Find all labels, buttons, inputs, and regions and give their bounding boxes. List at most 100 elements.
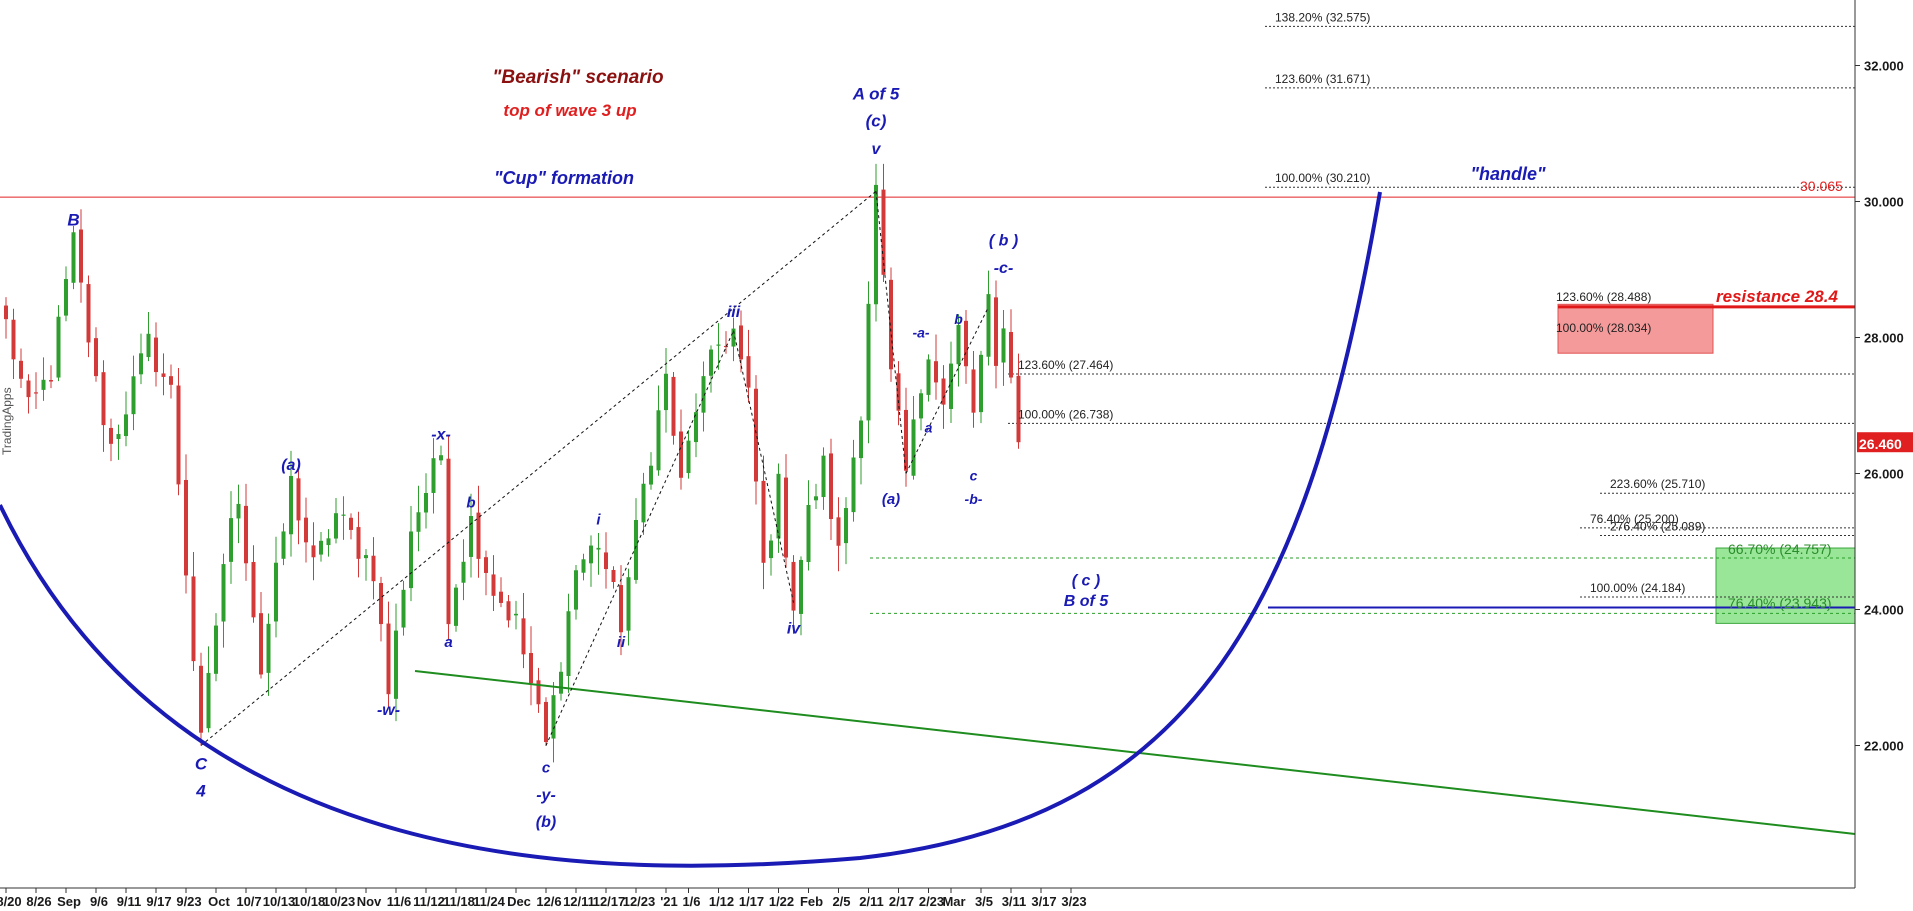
candle-body xyxy=(131,376,136,415)
candles xyxy=(4,163,1021,763)
candle-body xyxy=(281,531,286,559)
candle-body xyxy=(731,328,736,347)
wave-label: -y- xyxy=(536,787,556,804)
candle-body xyxy=(896,373,901,411)
candle-body xyxy=(124,414,128,437)
wave-label: ( c ) xyxy=(1072,573,1100,590)
candle-body xyxy=(476,512,481,559)
overlay-back xyxy=(0,25,1856,624)
candle-body xyxy=(694,412,698,443)
wave-label: -b- xyxy=(965,491,983,507)
candle-body xyxy=(686,440,691,474)
x-tick-label: 12/6 xyxy=(536,894,561,909)
candle-body xyxy=(941,378,946,405)
candle-body xyxy=(506,601,511,621)
x-tick-label: Oct xyxy=(208,894,230,909)
candle-body xyxy=(49,380,53,382)
x-tick-label: 8/26 xyxy=(26,894,51,909)
candle-body xyxy=(881,189,886,275)
candle-body xyxy=(409,531,413,589)
candle-body xyxy=(559,671,563,694)
wave-label: b xyxy=(954,311,963,327)
candle-body xyxy=(866,303,871,421)
candle-body xyxy=(431,458,436,493)
candle-body xyxy=(671,376,676,436)
target-zone xyxy=(1715,547,1856,624)
x-tick-label: Dec xyxy=(507,894,531,909)
x-tick-label: Nov xyxy=(357,894,382,909)
candle-body xyxy=(259,613,263,675)
candle-body xyxy=(544,701,548,743)
fib-level-label: 276.40% (25.089) xyxy=(1610,519,1705,533)
last-price-label: 26.460 xyxy=(1859,436,1902,452)
candle-body xyxy=(754,388,758,482)
candle-body xyxy=(829,453,833,520)
candle-body xyxy=(454,587,458,626)
candle-body xyxy=(349,517,353,530)
x-tick-label: 2/11 xyxy=(859,894,884,909)
fib-level-label: 76.40% (25.200) xyxy=(1590,512,1679,526)
y-tick-label: 30.000 xyxy=(1864,195,1904,210)
candle-body xyxy=(626,577,631,631)
bearish-scenario-title: "Bearish" scenario xyxy=(492,67,663,88)
candle-body xyxy=(889,279,893,370)
resistance-zone xyxy=(1557,303,1714,354)
fib-level-label: 100.00% (30.210) xyxy=(1275,171,1370,185)
wave-label: (c) xyxy=(866,112,887,131)
candle-body xyxy=(656,410,661,471)
wave-label: -w- xyxy=(377,702,400,719)
zone-green-fib-1: 66.70% (24.757) xyxy=(1728,541,1832,557)
candle-body xyxy=(746,356,751,388)
candle-body xyxy=(176,385,181,485)
candle-body xyxy=(551,695,556,739)
candle-body xyxy=(1016,375,1021,443)
wave-label: C xyxy=(195,754,208,773)
candle-body xyxy=(739,325,743,360)
candle-body xyxy=(566,611,571,676)
candle-body xyxy=(289,475,293,535)
y-tick-label: 24.000 xyxy=(1864,603,1904,618)
x-tick-label: 9/23 xyxy=(176,894,201,909)
candle-body xyxy=(334,513,338,539)
candle-body xyxy=(536,680,541,705)
candle-body xyxy=(34,392,38,394)
x-tick-label: 9/6 xyxy=(90,894,108,909)
candle-body xyxy=(604,552,608,570)
candle-body xyxy=(11,319,16,360)
wave-label: -a- xyxy=(912,325,929,341)
x-tick-label: 12/11 xyxy=(563,894,595,909)
wave-label: i xyxy=(596,512,601,529)
candle-body xyxy=(169,376,173,385)
x-tick-label: 2/5 xyxy=(832,894,850,909)
x-tick-label: 10/7 xyxy=(236,894,261,909)
wave-label: 4 xyxy=(195,782,206,801)
candle-body xyxy=(266,623,271,673)
candle-body xyxy=(161,373,166,377)
candle-body xyxy=(634,520,638,580)
candle-body xyxy=(611,569,616,583)
candle-body xyxy=(139,353,143,375)
x-tick-label: '21 xyxy=(660,894,678,909)
candle-body xyxy=(341,514,346,516)
watermark: TradingApps xyxy=(0,387,14,455)
candle-body xyxy=(716,344,721,346)
candle-body xyxy=(994,297,998,366)
candle-body xyxy=(386,623,391,695)
candle-body xyxy=(41,379,46,390)
x-tick-label: 11/24 xyxy=(473,894,506,909)
x-tick-label: 12/17 xyxy=(593,894,626,909)
candle-body xyxy=(304,517,308,543)
x-tick-label: 1/12 xyxy=(709,894,734,909)
wave-trendline xyxy=(200,190,877,746)
wave-label: a xyxy=(444,634,452,651)
x-tick-label: 2/23 xyxy=(919,894,944,909)
candle-body xyxy=(364,555,368,559)
candle-body xyxy=(394,630,398,699)
cup-formation-note: "Cup" formation xyxy=(494,168,634,188)
wave-trendline xyxy=(733,330,794,603)
top-of-wave-note: top of wave 3 up xyxy=(503,101,636,120)
candle-body xyxy=(229,518,233,562)
